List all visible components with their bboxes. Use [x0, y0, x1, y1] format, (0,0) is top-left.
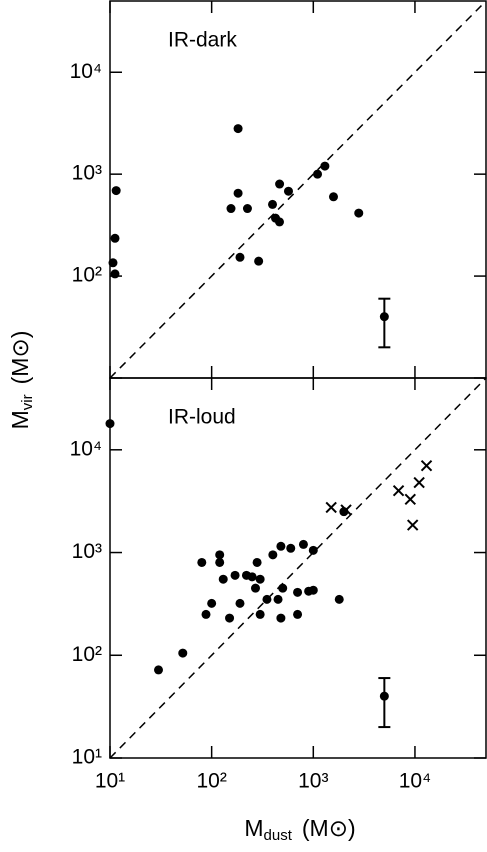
y-tick-label: 10⁴	[70, 60, 102, 83]
dot-point	[293, 587, 303, 597]
cross-point	[413, 476, 425, 489]
dot-point	[320, 161, 330, 171]
plot-frame	[109, 377, 487, 759]
y-tick-label: 10³	[72, 540, 102, 563]
panel-label: IR-loud	[168, 406, 236, 429]
y-tick-label: 10⁴	[70, 437, 102, 460]
x-axis-label-unit: (M⊙)	[302, 815, 356, 841]
dot-point	[250, 583, 260, 593]
dot-point	[201, 609, 211, 619]
y-tick-label: 10²	[72, 264, 102, 287]
dot-point	[254, 256, 264, 266]
cross-point	[404, 493, 417, 505]
dot-point	[110, 269, 120, 279]
dot-point	[276, 613, 286, 623]
dot-point	[225, 613, 235, 623]
cross-point	[325, 501, 337, 514]
cross-stroke	[406, 519, 419, 531]
dot-point	[275, 179, 285, 189]
x-tick-label: 10¹	[95, 770, 125, 793]
x-tick-label: 10³	[298, 770, 328, 793]
dot-point	[278, 583, 288, 593]
y-tick-label: 10³	[72, 162, 102, 185]
dot-point	[233, 124, 243, 134]
dot-point	[233, 188, 243, 198]
x-axis-label: Mdust (M⊙)	[244, 815, 355, 844]
x-tick-label: 10²	[196, 770, 226, 793]
dot-point	[111, 186, 121, 196]
x-axis-label-sub: dust	[264, 827, 293, 844]
dot-point	[268, 199, 278, 209]
cross-stroke	[340, 504, 352, 516]
dot-point	[108, 258, 118, 268]
dot-point	[354, 208, 364, 218]
x-tick-label: 10⁴	[399, 770, 431, 793]
dot-point	[197, 557, 207, 567]
dot-point	[226, 204, 236, 214]
cross-point	[406, 519, 419, 531]
y-tick-label: 10¹	[72, 746, 102, 769]
dot-point	[268, 550, 278, 560]
dot-point	[286, 543, 296, 553]
y-axis-label-sub: vir	[19, 394, 36, 410]
y-axis-label: Mvir (M⊙)	[7, 331, 36, 430]
dot-point	[298, 539, 308, 549]
y-tick-label: 10²	[72, 643, 102, 666]
dot-point	[308, 585, 318, 595]
error-point	[379, 312, 389, 322]
cross-stroke	[413, 476, 425, 489]
dot-point	[273, 594, 283, 604]
dot-point	[110, 233, 120, 243]
dot-point	[334, 594, 344, 604]
dot-point	[308, 545, 318, 555]
dot-point	[255, 609, 265, 619]
dot-point	[255, 574, 265, 584]
error-point	[379, 691, 389, 701]
dot-point	[230, 570, 240, 580]
cross-stroke	[420, 460, 433, 472]
one-to-one-line	[109, 377, 487, 759]
dot-point	[252, 557, 262, 567]
dot-point	[218, 574, 228, 584]
cross-stroke	[404, 493, 417, 505]
dot-point	[178, 648, 188, 658]
dot-point	[207, 598, 217, 608]
x-axis-label-main: M	[244, 815, 263, 841]
dot-point	[328, 192, 338, 202]
dot-point	[215, 557, 225, 567]
cross-point	[340, 504, 352, 516]
dot-point	[293, 609, 303, 619]
cross-stroke	[392, 484, 405, 497]
dot-point	[313, 169, 323, 179]
dot-point	[153, 665, 163, 675]
dot-point	[242, 204, 252, 214]
one-to-one-line	[109, 0, 487, 379]
dot-point	[215, 550, 225, 560]
panel-label: IR-dark	[168, 29, 237, 52]
cross-stroke	[325, 501, 337, 514]
dot-point	[247, 572, 257, 582]
dot-point	[262, 594, 272, 604]
dot-point	[235, 252, 245, 262]
dot-point	[235, 598, 245, 608]
cross-point	[392, 484, 405, 497]
y-axis-label-main: M	[7, 410, 33, 429]
dot-point	[276, 541, 286, 551]
y-axis-label-unit: (M⊙)	[7, 331, 33, 385]
dot-point	[105, 419, 115, 429]
dot-point	[274, 217, 284, 227]
cross-point	[420, 460, 433, 472]
dot-point	[283, 186, 293, 196]
